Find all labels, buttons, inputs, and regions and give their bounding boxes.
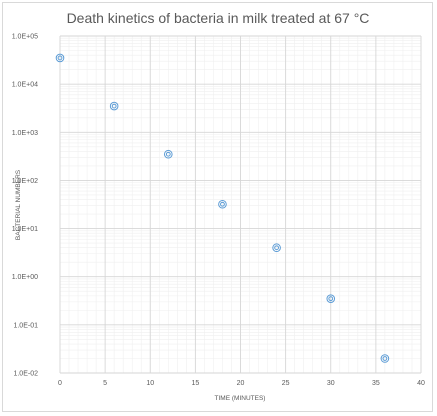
data-point	[218, 199, 227, 209]
chart-title: Death kinetics of bacteria in milk treat…	[67, 10, 370, 26]
data-point	[164, 149, 173, 159]
major-gridlines	[59, 35, 422, 374]
y-tick-label: 1.0E+02	[12, 178, 38, 185]
chart-frame	[2, 2, 433, 412]
x-tick-label: 30	[327, 380, 335, 387]
x-tick-label: 40	[417, 380, 425, 387]
data-points	[55, 53, 390, 363]
x-tick-label: 35	[372, 380, 380, 387]
x-axis-label: TIME (MINUTES)	[215, 395, 266, 402]
x-tick-label: 15	[191, 380, 199, 387]
y-tick-label: 1.0E+00	[12, 274, 38, 281]
data-point	[109, 101, 119, 111]
data-point	[380, 354, 390, 363]
data-point	[272, 243, 281, 253]
x-tick-label: 5	[103, 380, 107, 387]
y-tick-labels: 1.0E+05 1.0E+04 1.0E+03 1.0E+02 1.0E+01 1.0E+…	[12, 34, 38, 378]
data-point	[55, 53, 65, 63]
y-tick-label: 1.0E-01	[13, 322, 38, 329]
x-tick-labels: 0 5 10 15 20 25 30 35 40	[58, 380, 425, 387]
y-tick-label: 1.0E+05	[12, 34, 38, 41]
y-axis-label: BACTERIAL NUMBERS	[15, 169, 22, 240]
x-tick-label: 20	[237, 380, 245, 387]
x-tick-label: 25	[282, 380, 290, 387]
y-tick-label: 1.0E-02	[13, 371, 38, 378]
y-tick-label: 1.0E+04	[12, 82, 38, 89]
x-tick-label: 0	[58, 380, 62, 387]
y-tick-label: 1.0E+01	[12, 226, 38, 233]
x-tick-label: 10	[146, 380, 154, 387]
data-point	[326, 294, 336, 303]
y-tick-label: 1.0E+03	[12, 130, 38, 137]
